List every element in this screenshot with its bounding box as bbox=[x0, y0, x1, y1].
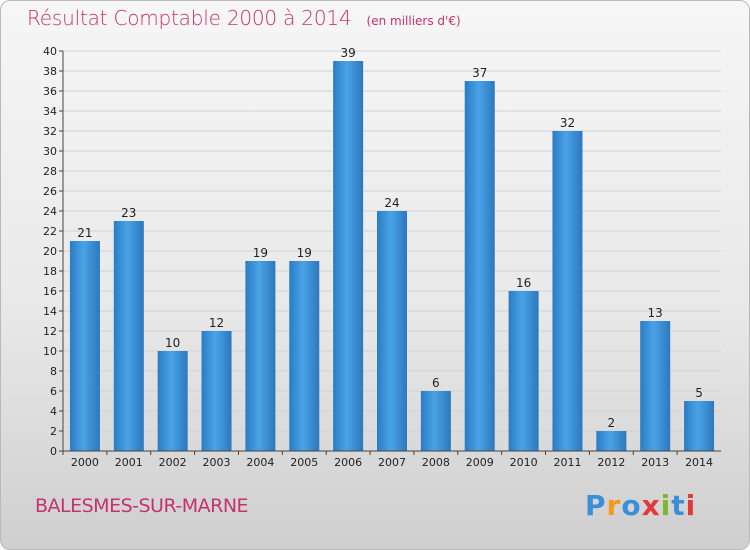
bar bbox=[552, 131, 583, 451]
bar-value-label: 13 bbox=[648, 306, 663, 320]
x-tick-label: 2007 bbox=[378, 456, 406, 469]
commune-name: BALESMES-SUR-MARNE bbox=[35, 495, 249, 517]
bar-value-label: 39 bbox=[340, 46, 355, 60]
x-tick-label: 2014 bbox=[685, 456, 713, 469]
chart-title: Résultat Comptable 2000 à 2014 (en milli… bbox=[27, 6, 461, 30]
y-tick-label: 24 bbox=[43, 205, 57, 218]
y-tick-label: 10 bbox=[43, 345, 57, 358]
y-tick-label: 8 bbox=[50, 365, 57, 378]
bar bbox=[333, 61, 364, 451]
y-tick-label: 22 bbox=[43, 225, 57, 238]
y-tick-label: 6 bbox=[50, 385, 57, 398]
chart-title-main: Résultat Comptable 2000 à 2014 bbox=[27, 6, 352, 30]
x-tick-label: 2005 bbox=[290, 456, 318, 469]
bar-value-label: 24 bbox=[384, 196, 399, 210]
x-tick-label: 2010 bbox=[510, 456, 538, 469]
logo-letter: r bbox=[606, 489, 622, 522]
x-tick-label: 2009 bbox=[466, 456, 494, 469]
x-tick-label: 2001 bbox=[115, 456, 143, 469]
y-tick-label: 0 bbox=[50, 445, 57, 458]
logo-letter: P bbox=[585, 489, 607, 522]
bar bbox=[201, 331, 232, 451]
bar bbox=[289, 261, 320, 451]
logo-letter: x bbox=[641, 489, 661, 522]
x-tick-label: 2003 bbox=[203, 456, 231, 469]
proxiti-logo[interactable]: Proxiti bbox=[585, 489, 696, 522]
bar-value-label: 37 bbox=[472, 66, 487, 80]
x-tick-label: 2013 bbox=[641, 456, 669, 469]
bar-value-label: 6 bbox=[432, 376, 440, 390]
bar bbox=[684, 401, 715, 451]
y-tick-label: 2 bbox=[50, 425, 57, 438]
bar bbox=[420, 391, 451, 451]
y-tick-label: 4 bbox=[50, 405, 57, 418]
bar-value-label: 16 bbox=[516, 276, 531, 290]
x-tick-label: 2004 bbox=[246, 456, 274, 469]
y-tick-label: 30 bbox=[43, 145, 57, 158]
bar bbox=[464, 81, 495, 451]
x-tick-label: 2006 bbox=[334, 456, 362, 469]
y-tick-label: 20 bbox=[43, 245, 57, 258]
bar bbox=[640, 321, 671, 451]
x-tick-label: 2002 bbox=[159, 456, 187, 469]
bar-value-label: 2 bbox=[608, 416, 616, 430]
bar bbox=[508, 291, 539, 451]
bar-value-label: 5 bbox=[695, 386, 703, 400]
bar-value-label: 12 bbox=[209, 316, 224, 330]
y-tick-label: 34 bbox=[43, 105, 57, 118]
bar-value-label: 19 bbox=[253, 246, 268, 260]
x-tick-label: 2000 bbox=[71, 456, 99, 469]
x-tick-label: 2012 bbox=[597, 456, 625, 469]
bar-value-label: 21 bbox=[77, 226, 92, 240]
bar bbox=[245, 261, 276, 451]
bar bbox=[157, 351, 188, 451]
bar bbox=[596, 431, 627, 451]
logo-letter: o bbox=[621, 489, 642, 522]
bars: 21 23 10 12 19 19 39 24 6 37 16 32 2 13 5 bbox=[69, 46, 715, 451]
y-tick-label: 32 bbox=[43, 125, 57, 138]
logo-letter: t bbox=[671, 489, 686, 522]
bar bbox=[69, 241, 100, 451]
y-tick-label: 28 bbox=[43, 165, 57, 178]
bar-value-label: 10 bbox=[165, 336, 180, 350]
bar bbox=[113, 221, 144, 451]
y-tick-label: 16 bbox=[43, 285, 57, 298]
bar-value-label: 32 bbox=[560, 116, 575, 130]
logo-letter: i bbox=[660, 489, 672, 522]
y-tick-label: 12 bbox=[43, 325, 57, 338]
y-tick-label: 38 bbox=[43, 65, 57, 78]
y-tick-label: 40 bbox=[43, 45, 57, 58]
x-axis: 2000 2001 2002 2003 2004 2005 2006 2007 2008 2009… bbox=[62, 451, 713, 469]
y-tick-label: 18 bbox=[43, 265, 57, 278]
x-tick-label: 2008 bbox=[422, 456, 450, 469]
bar bbox=[377, 211, 407, 451]
y-tick-label: 14 bbox=[43, 305, 57, 318]
bar-value-label: 23 bbox=[121, 206, 136, 220]
x-tick-label: 2011 bbox=[553, 456, 581, 469]
bar-value-label: 19 bbox=[297, 246, 312, 260]
logo-letter: i bbox=[685, 489, 697, 522]
chart-title-unit: (en milliers d'€) bbox=[366, 14, 461, 28]
y-tick-label: 26 bbox=[43, 185, 57, 198]
y-tick-label: 36 bbox=[43, 85, 57, 98]
